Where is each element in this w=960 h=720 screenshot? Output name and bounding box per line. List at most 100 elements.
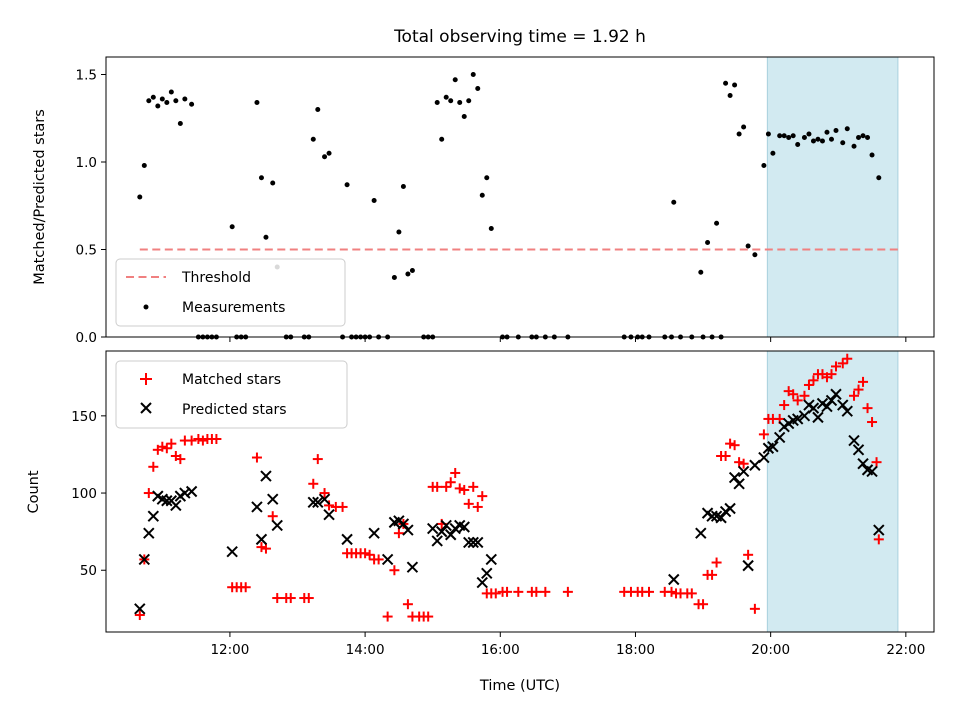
matched-star-point bbox=[873, 534, 884, 545]
predicted-star-point bbox=[406, 561, 419, 573]
measurement-point bbox=[141, 163, 147, 168]
matched-star-point bbox=[319, 488, 330, 499]
matched-star-point bbox=[643, 586, 654, 597]
measurement-point bbox=[828, 136, 834, 142]
legend-predicted-swatch bbox=[140, 402, 152, 414]
predicted-star-point bbox=[463, 536, 475, 549]
predicted-star-point bbox=[147, 510, 160, 522]
predicted-star-point bbox=[318, 493, 331, 505]
measurement-point bbox=[137, 194, 143, 200]
matched-star-point bbox=[175, 454, 186, 465]
predicted-star-point bbox=[852, 444, 865, 456]
measurement-point bbox=[741, 124, 747, 130]
measurement-point bbox=[146, 98, 152, 104]
measurement-point bbox=[781, 133, 787, 139]
predicted-star-point bbox=[733, 478, 745, 490]
measurement-point bbox=[698, 269, 704, 275]
matched-star-point bbox=[308, 478, 319, 489]
matched-star-point bbox=[134, 610, 145, 621]
predicted-star-point bbox=[857, 458, 869, 470]
matched-star-point bbox=[853, 384, 864, 395]
predicted-star-point bbox=[472, 536, 484, 549]
predicted-star-point bbox=[749, 459, 761, 471]
measurement-point bbox=[851, 143, 857, 149]
predicted-star-point bbox=[706, 510, 718, 522]
predicted-star-point bbox=[185, 485, 198, 498]
measurement-point bbox=[777, 133, 783, 139]
matched-star-point bbox=[468, 481, 479, 492]
measurement-point bbox=[439, 136, 445, 142]
legend-matched-swatch bbox=[140, 373, 152, 385]
matched-star-point bbox=[267, 511, 278, 522]
top-panel: Total observing time = 1.92 h 0.0 0.5 1.0 1… bbox=[32, 27, 935, 346]
matched-star-point bbox=[871, 457, 882, 468]
predicted-star-point bbox=[255, 533, 268, 546]
matched-star-point bbox=[459, 484, 470, 495]
measurement-point bbox=[819, 138, 825, 144]
predicted-star-point bbox=[668, 573, 680, 586]
y-tick-label: 1.0 bbox=[76, 155, 97, 171]
y-tick-label: 0.5 bbox=[76, 243, 97, 259]
measurement-point bbox=[409, 268, 415, 273]
measurement-point bbox=[736, 131, 742, 137]
predicted-star-point bbox=[341, 533, 353, 546]
matched-star-point bbox=[779, 400, 790, 411]
measurement-point bbox=[856, 135, 862, 140]
measurement-point bbox=[254, 100, 260, 105]
top-axes-frame bbox=[105, 56, 935, 338]
predicted-star-point bbox=[426, 522, 439, 535]
matched-star-point bbox=[758, 429, 769, 440]
matched-star-point bbox=[432, 481, 443, 492]
measurement-point bbox=[876, 175, 882, 181]
measurement-point bbox=[344, 182, 350, 188]
legend-matched-label: Matched stars bbox=[182, 372, 281, 388]
measurement-point bbox=[457, 100, 463, 105]
measurement-point bbox=[475, 86, 481, 91]
matched-star-point bbox=[364, 549, 375, 560]
bottom-y-ticks: 50 100 150 bbox=[71, 409, 106, 579]
top-x-ticks bbox=[229, 337, 907, 342]
matched-star-point bbox=[490, 588, 501, 599]
matched-star-point bbox=[186, 435, 197, 446]
measurement-point bbox=[790, 133, 796, 139]
predicted-star-point bbox=[467, 536, 479, 549]
x-tick-label: 18:00 bbox=[616, 642, 655, 658]
matched-star-point bbox=[666, 586, 677, 597]
matched-star-point bbox=[867, 417, 878, 428]
measurement-point bbox=[263, 234, 269, 240]
predicted-star-point bbox=[695, 527, 707, 539]
bottom-legend-box bbox=[115, 360, 348, 429]
measurement-point bbox=[860, 133, 866, 139]
measurement-point bbox=[727, 93, 733, 98]
measurement-point bbox=[452, 77, 458, 83]
measurement-point bbox=[150, 94, 156, 100]
measurement-point bbox=[770, 150, 776, 156]
matched-star-point bbox=[729, 440, 740, 451]
predicted-star-point bbox=[715, 512, 727, 524]
predicted-star-point bbox=[724, 502, 736, 515]
legend-predicted-label: Predicted stars bbox=[182, 402, 287, 418]
predicted-star-point bbox=[812, 411, 824, 424]
matched-star-point bbox=[324, 500, 335, 511]
matched-star-point bbox=[450, 467, 461, 478]
measurement-point bbox=[671, 199, 677, 205]
measurement-point bbox=[405, 271, 411, 277]
measurement-point bbox=[844, 126, 850, 132]
matched-star-point bbox=[454, 483, 465, 494]
measurement-point bbox=[833, 128, 839, 133]
measurement-point bbox=[765, 131, 771, 137]
predicted-star-point bbox=[728, 471, 741, 484]
matched-star-point bbox=[423, 611, 434, 622]
matched-star-point bbox=[842, 353, 853, 364]
predicted-star-point bbox=[170, 499, 182, 512]
predicted-star-point bbox=[226, 546, 238, 558]
measurement-point bbox=[810, 138, 816, 144]
top-highlight-span bbox=[766, 56, 899, 338]
top-legend: Threshold Measurements bbox=[115, 258, 346, 327]
predicted-star-point bbox=[848, 434, 860, 447]
measurement-point bbox=[177, 121, 183, 126]
matched-star-point bbox=[849, 390, 860, 401]
matched-star-point bbox=[477, 491, 488, 502]
